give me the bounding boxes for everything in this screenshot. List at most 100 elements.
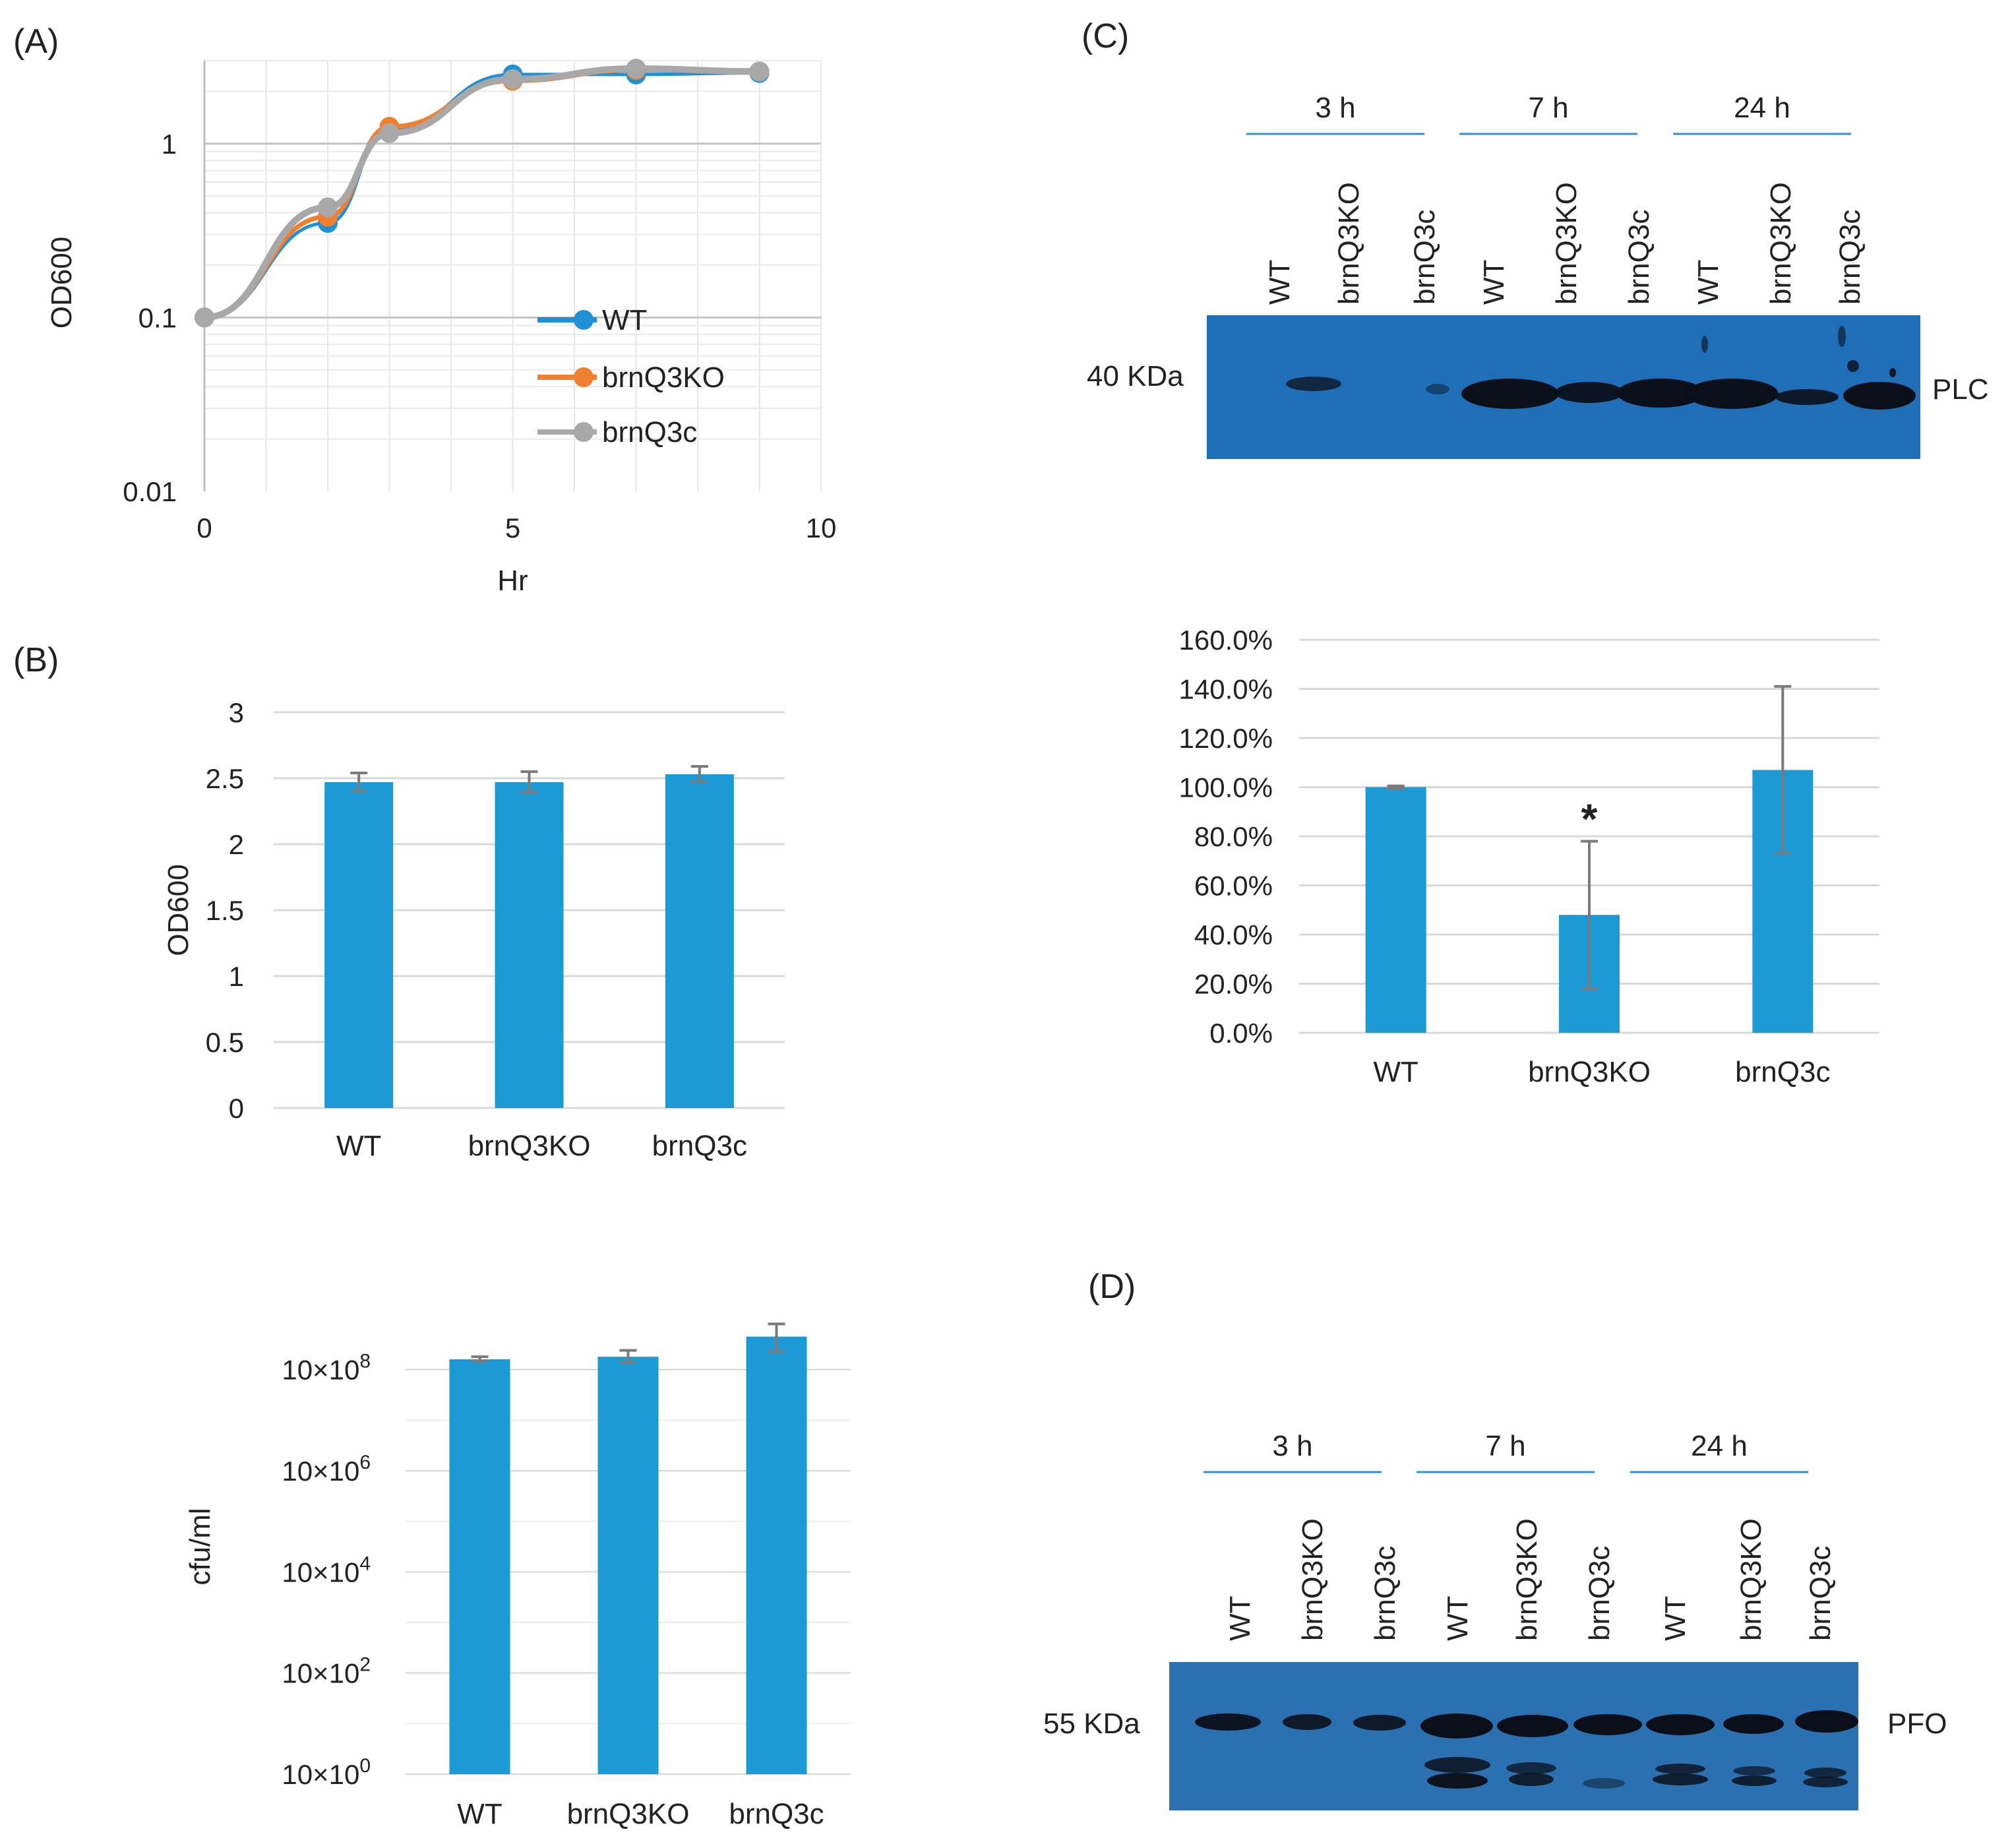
legend-label: brnQ3c — [602, 416, 697, 448]
lane-label: brnQ3c — [1369, 1546, 1401, 1641]
lane-label: brnQ3c — [1409, 210, 1441, 305]
protein-band — [1555, 382, 1624, 403]
protein-band — [1286, 377, 1341, 391]
x-category-label: brnQ3c — [652, 1130, 747, 1162]
lane-label: WT — [1224, 1596, 1256, 1641]
y-axis-label: OD600 — [46, 237, 78, 328]
lane-label: brnQ3KO — [1296, 1518, 1329, 1641]
data-point-brnQ3c — [195, 307, 214, 328]
x-tick-label: 5 — [505, 512, 520, 543]
data-point-brnQ3c — [626, 59, 646, 79]
protein-band — [1795, 1710, 1858, 1733]
y-tick-label: 0 — [229, 1093, 244, 1124]
protein-band — [1617, 379, 1704, 408]
y-tick-label: 120.0% — [1179, 723, 1273, 754]
x-axis-label: Hr — [497, 565, 528, 597]
protein-band — [1573, 1714, 1642, 1735]
protein-band — [1838, 326, 1846, 347]
x-category-label: WT — [336, 1130, 381, 1162]
y-tick-label: 80.0% — [1194, 821, 1273, 852]
y-tick-label: 0.5 — [206, 1027, 244, 1058]
protein-band — [1426, 384, 1449, 394]
y-tick-label: 10×104 — [282, 1553, 371, 1587]
x-category-label: brnQ3KO — [1528, 1056, 1651, 1088]
protein-band — [1497, 1715, 1568, 1737]
data-point-brnQ3c — [318, 197, 338, 218]
y-tick-label: 2.5 — [206, 763, 244, 794]
x-category-label: WT — [1373, 1056, 1418, 1088]
lane-label: brnQ3c — [1623, 210, 1655, 305]
blot-marker-label: 55 KDa — [1043, 1708, 1140, 1740]
lane-label: WT — [1659, 1596, 1692, 1641]
x-category-label: brnQ3c — [1735, 1056, 1830, 1088]
protein-band — [1733, 1766, 1775, 1775]
blot-marker-label: 40 KDa — [1087, 360, 1184, 392]
data-point-brnQ3c — [379, 123, 400, 143]
y-tick-label: 10×102 — [282, 1654, 371, 1689]
protein-band — [1506, 1762, 1556, 1774]
protein-band — [1701, 336, 1708, 353]
y-tick-label: 0.0% — [1209, 1018, 1273, 1049]
protein-band — [1283, 1714, 1331, 1730]
y-tick-label: 60.0% — [1194, 871, 1273, 902]
y-tick-label: 3 — [229, 697, 244, 728]
panel-label-a: (A) — [13, 22, 59, 61]
group-label: 7 h — [1485, 1430, 1525, 1462]
protein-band — [1686, 379, 1779, 409]
bar-brnQ3c — [746, 1336, 807, 1774]
protein-band — [1803, 1777, 1848, 1787]
protein-band — [1353, 1715, 1406, 1731]
blot-protein-label: PFO — [1887, 1708, 1947, 1740]
bar-brnQ3c — [665, 774, 734, 1108]
protein-band — [1732, 1775, 1777, 1786]
protein-band — [1509, 1773, 1554, 1786]
panel-label-c: (C) — [1082, 17, 1129, 55]
significance-marker: * — [1581, 795, 1598, 842]
panel-label-b: (B) — [13, 641, 59, 679]
plc-quantification-chart: 0.0% 20.0% 40.0% 60.0% 80.0% 100.0% 120.0% 140.… — [1179, 625, 1879, 1088]
data-point-brnQ3c — [749, 61, 770, 82]
y-tick-label: 1 — [162, 129, 177, 160]
western-blot-plc: 40 KDa PLC 3 h 7 h 24 h WT brnQ3KO brnQ3c WT br… — [1087, 92, 1989, 459]
group-label: 3 h — [1315, 92, 1355, 124]
protein-band — [1655, 1764, 1705, 1774]
cfu-bar-chart: 10×100 10×102 10×104 10×106 10×108 WT brnQ3KO b… — [184, 1322, 851, 1830]
x-category-label: brnQ3c — [729, 1798, 824, 1830]
y-tick-label: 140.0% — [1179, 674, 1273, 705]
bar-WT — [324, 782, 394, 1108]
protein-band — [1889, 368, 1896, 377]
series-line-WT — [204, 71, 760, 319]
protein-band — [1195, 1713, 1261, 1731]
lane-label: WT — [1478, 260, 1510, 305]
protein-band — [1775, 389, 1839, 405]
legend-label: brnQ3KO — [602, 361, 725, 394]
blot-protein-label: PLC — [1932, 373, 1989, 406]
group-label: 3 h — [1272, 1430, 1312, 1462]
protein-band — [1653, 1773, 1708, 1785]
y-tick-label: 10×108 — [282, 1351, 371, 1386]
x-category-label: brnQ3KO — [468, 1130, 591, 1162]
bar-WT — [1365, 787, 1426, 1033]
lane-label: brnQ3KO — [1765, 182, 1797, 305]
lane-label: brnQ3KO — [1511, 1518, 1543, 1641]
legend-label: WT — [602, 304, 647, 336]
legend-swatch-marker — [574, 367, 594, 387]
data-point-brnQ3c — [503, 69, 523, 89]
series-line-brnQ3KO — [204, 67, 760, 320]
legend-swatch-marker — [574, 310, 594, 330]
lane-label: WT — [1692, 260, 1724, 305]
y-tick-label: 20.0% — [1194, 969, 1273, 1000]
od600-bar-chart: 0 0.5 1 1.5 2 2.5 3 WT brnQ3KO brnQ3c OD600 — [162, 697, 785, 1162]
lane-label: brnQ3KO — [1735, 1518, 1767, 1641]
lane-label: brnQ3c — [1583, 1546, 1616, 1641]
bar-brnQ3KO — [597, 1357, 659, 1774]
y-axis-label: OD600 — [162, 864, 195, 956]
lane-label: WT — [1264, 260, 1296, 305]
blot-membrane — [1169, 1662, 1858, 1810]
x-category-label: WT — [457, 1798, 502, 1830]
group-label: 7 h — [1528, 92, 1568, 124]
y-tick-label: 0.1 — [138, 302, 177, 333]
protein-band — [1420, 1713, 1493, 1739]
